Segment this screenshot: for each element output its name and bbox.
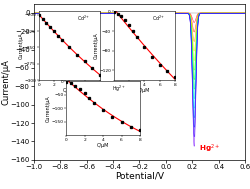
Y-axis label: Current/μA: Current/μA: [94, 33, 98, 59]
Y-axis label: Current/μA: Current/μA: [46, 95, 51, 122]
Y-axis label: Current/μA: Current/μA: [18, 33, 23, 59]
X-axis label: Potential/V: Potential/V: [115, 171, 164, 180]
Text: Hg$^{2+}$: Hg$^{2+}$: [199, 143, 220, 155]
X-axis label: C/μM: C/μM: [138, 88, 150, 93]
Text: Cd$^{2+}$: Cd$^{2+}$: [77, 14, 90, 23]
Text: Hg$^{2+}$: Hg$^{2+}$: [112, 83, 126, 94]
X-axis label: C/μM: C/μM: [63, 88, 76, 93]
Text: Cu$^{2+}$: Cu$^{2+}$: [141, 68, 161, 79]
Text: Cd$^{2+}$: Cd$^{2+}$: [152, 14, 165, 23]
Text: Cd$^{2+}$: Cd$^{2+}$: [60, 60, 81, 72]
Y-axis label: Current/μA: Current/μA: [1, 59, 10, 105]
X-axis label: C/μM: C/μM: [97, 143, 109, 148]
